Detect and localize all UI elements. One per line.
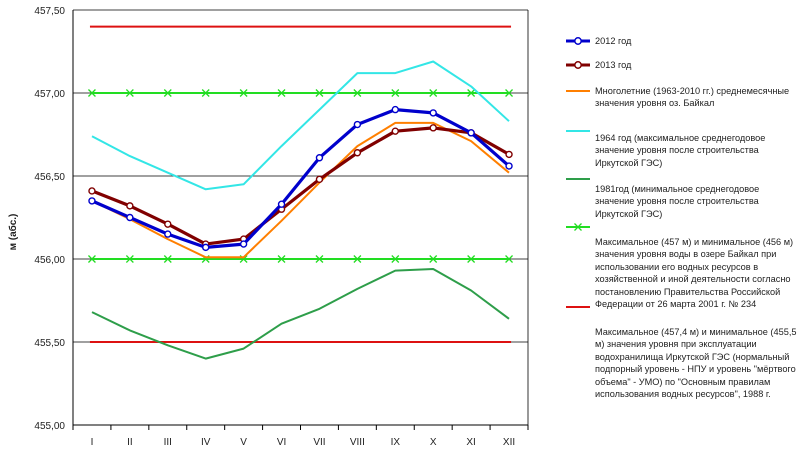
- data-point: [202, 243, 210, 252]
- legend-symbol-multiyear: [566, 90, 590, 92]
- x-marker: [429, 89, 438, 97]
- data-point: [126, 213, 134, 222]
- data-point: [429, 124, 437, 132]
- x-marker: [353, 255, 362, 263]
- legend-symbol-norm-1988: [566, 306, 590, 308]
- x-marker: [163, 89, 172, 97]
- legend-symbol-norm-2001: [566, 223, 590, 231]
- legend: 2012 год 2013 год Многолетние (1963-2010…: [565, 0, 800, 450]
- data-point: [391, 105, 399, 114]
- legend-label: Многолетние (1963-2010 гг.) среднемесячн…: [595, 86, 790, 109]
- data-point: [315, 175, 324, 184]
- x-marker: [87, 89, 96, 97]
- x-marker: [125, 89, 134, 97]
- data-point: [277, 200, 286, 208]
- legend-symbol-1964: [566, 130, 590, 132]
- y-tick-label: 455,50: [34, 338, 65, 349]
- y-tick-label: 455,00: [34, 421, 65, 432]
- x-marker: [201, 89, 210, 97]
- x-tick-label: VIII: [350, 437, 365, 448]
- x-marker: [277, 89, 286, 97]
- data-point: [164, 220, 172, 228]
- x-marker: [505, 89, 514, 97]
- legend-label: Максимальное (457,4 м) и минимальное (45…: [595, 327, 797, 400]
- legend-label: 1981год (минимальное среднегодовое значе…: [595, 184, 760, 219]
- x-marker: [467, 255, 476, 263]
- x-tick-label: X: [430, 437, 437, 448]
- x-marker: [505, 255, 514, 263]
- reference-lines: [87, 25, 514, 343]
- legend-symbol-2013: [566, 61, 590, 69]
- series-line: [91, 268, 510, 360]
- data-point: [126, 202, 134, 210]
- x-marker: [315, 89, 324, 97]
- x-marker: [163, 255, 172, 263]
- x-tick-label: V: [240, 437, 247, 448]
- x-tick-label: XI: [466, 437, 475, 448]
- y-tick-label: 457,50: [34, 6, 65, 17]
- x-tick-label: IV: [201, 437, 211, 448]
- x-marker: [429, 255, 438, 263]
- x-tick-label: VII: [313, 437, 325, 448]
- data-point: [239, 240, 248, 248]
- y-tick-label: 456,50: [34, 172, 65, 183]
- x-tick-label: I: [91, 437, 94, 448]
- data-point: [505, 162, 513, 170]
- x-marker: [315, 255, 324, 263]
- x-marker: [353, 89, 362, 97]
- series-line: [91, 121, 510, 259]
- x-marker: [467, 89, 476, 97]
- x-tick-label: II: [127, 437, 133, 448]
- data-point: [315, 154, 324, 162]
- data-point: [164, 230, 172, 238]
- data-point: [88, 187, 96, 195]
- gridlines: [73, 9, 528, 426]
- legend-symbol-1981: [566, 178, 590, 180]
- data-point: [353, 149, 362, 157]
- x-tick-label: VI: [277, 437, 286, 448]
- x-marker: [391, 89, 400, 97]
- data-point: [391, 127, 399, 135]
- x-tick-label: XII: [503, 437, 515, 448]
- data-point: [429, 109, 437, 117]
- x-tick-label: III: [164, 437, 172, 448]
- x-marker: [391, 255, 400, 263]
- series-lines: [88, 60, 513, 360]
- y-axis-label: м (абс.): [7, 214, 19, 251]
- x-marker: [87, 255, 96, 263]
- series-line: [91, 107, 511, 249]
- series-line: [91, 126, 510, 246]
- x-tick-label: IX: [391, 437, 401, 448]
- data-point: [88, 197, 96, 205]
- data-point: [467, 129, 475, 137]
- legend-label: 1964 год (максимальное среднегодовое зна…: [595, 133, 766, 168]
- data-point: [353, 120, 362, 129]
- legend-label: Максимальное (457 м) и минимальное (456 …: [595, 237, 794, 310]
- legend-symbol-2012: [566, 37, 590, 45]
- y-tick-label: 456,00: [34, 255, 65, 266]
- series-line: [91, 60, 510, 191]
- legend-label: 2012 год: [595, 36, 632, 46]
- legend-label: 2013 год: [595, 60, 632, 70]
- data-point: [505, 150, 513, 159]
- x-marker: [125, 255, 134, 263]
- y-tick-label: 457,00: [34, 89, 65, 100]
- x-marker: [277, 255, 286, 263]
- x-marker: [239, 89, 248, 97]
